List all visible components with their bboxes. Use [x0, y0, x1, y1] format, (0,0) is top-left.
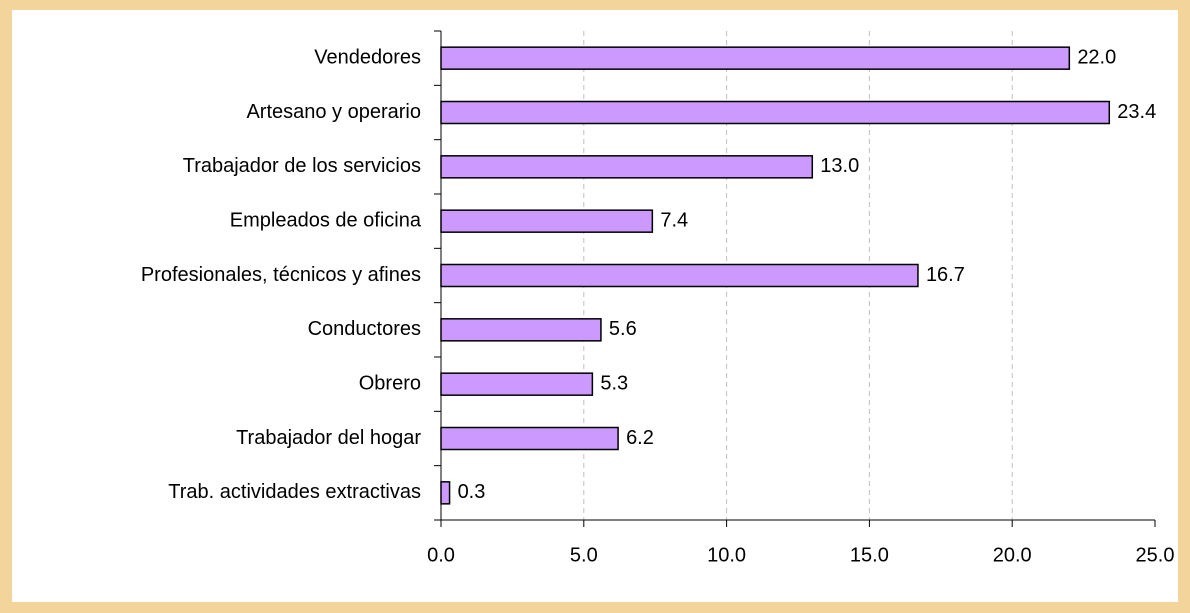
data-label: 0.3 [458, 481, 486, 503]
bar [440, 481, 451, 505]
x-tick-label: 15.0 [850, 544, 889, 566]
x-tick-label: 10.0 [707, 544, 746, 566]
bar [440, 263, 919, 288]
bar [440, 426, 619, 451]
x-tick-label: 25.0 [1136, 544, 1175, 566]
y-tick-label: Obrero [359, 372, 421, 394]
data-label: 13.0 [820, 155, 859, 177]
y-tick-label: Trabajador de los servicios [183, 155, 421, 177]
data-label: 16.7 [926, 264, 965, 286]
x-tick-label: 0.0 [427, 544, 455, 566]
bar [440, 372, 594, 396]
y-tick-label: Trabajador del hogar [236, 427, 421, 449]
y-tick-label: Empleados de oficina [230, 209, 422, 231]
y-tick-label: Vendedores [314, 46, 421, 68]
y-tick-label: Conductores [308, 318, 421, 340]
data-label: 5.3 [600, 372, 628, 394]
y-tick-label: Trab. actividades extractivas [168, 481, 421, 503]
bar [440, 46, 1071, 70]
bar [440, 100, 1111, 125]
x-tick-label: 20.0 [993, 544, 1032, 566]
bar [440, 209, 654, 233]
data-label: 23.4 [1117, 101, 1156, 123]
x-tick-label: 5.0 [570, 544, 598, 566]
data-label: 6.2 [626, 427, 654, 449]
bar [440, 318, 602, 342]
y-tick-label: Artesano y operario [246, 101, 421, 123]
bar [440, 155, 814, 179]
plot-background [12, 10, 1178, 602]
data-label: 5.6 [609, 318, 637, 340]
y-tick-label: Profesionales, técnicos y afines [141, 264, 421, 286]
data-label: 22.0 [1077, 46, 1116, 68]
data-label: 7.4 [660, 209, 688, 231]
